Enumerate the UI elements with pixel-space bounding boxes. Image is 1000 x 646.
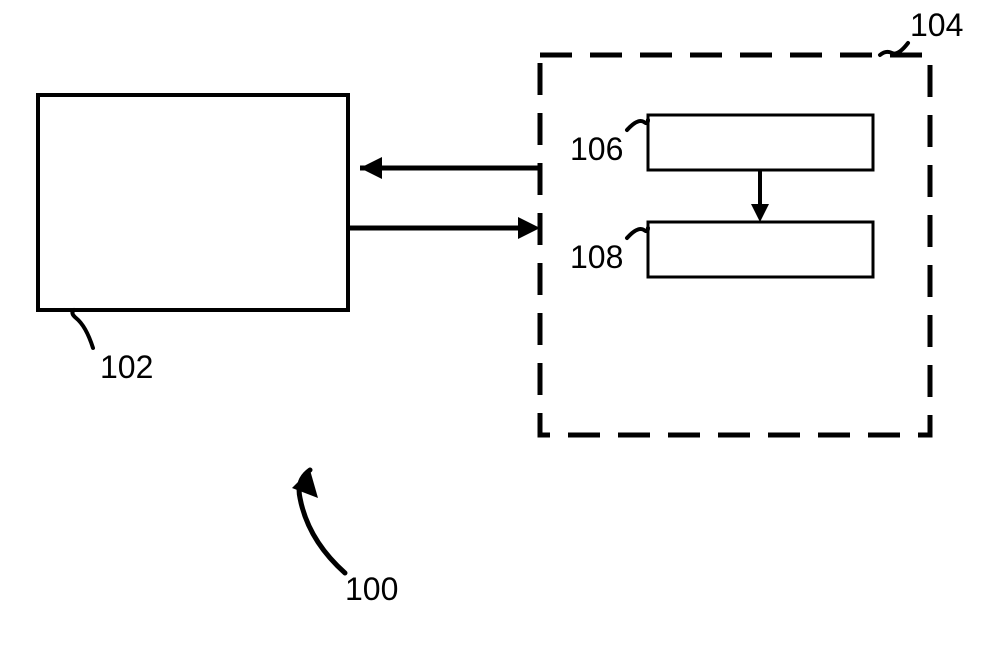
label-label108: 108 [570,239,623,275]
label-label102: 102 [100,349,153,385]
callout-label102 [72,310,93,348]
arrowhead-arrow_102_to_104 [518,217,540,239]
label-label106: 106 [570,131,623,167]
diagram-canvas: 100 102 104 106 108 [0,0,1000,646]
arrowhead-arrow_106_to_108 [751,204,769,222]
node-box106 [648,115,873,170]
arrowhead-arrow_104_to_102 [360,157,382,179]
callout-label106 [627,120,648,130]
node-box108 [648,222,873,277]
label-label100: 100 [345,571,398,607]
callout-label108 [627,228,648,238]
label-label104: 104 [910,7,963,43]
node-box102 [38,95,348,310]
